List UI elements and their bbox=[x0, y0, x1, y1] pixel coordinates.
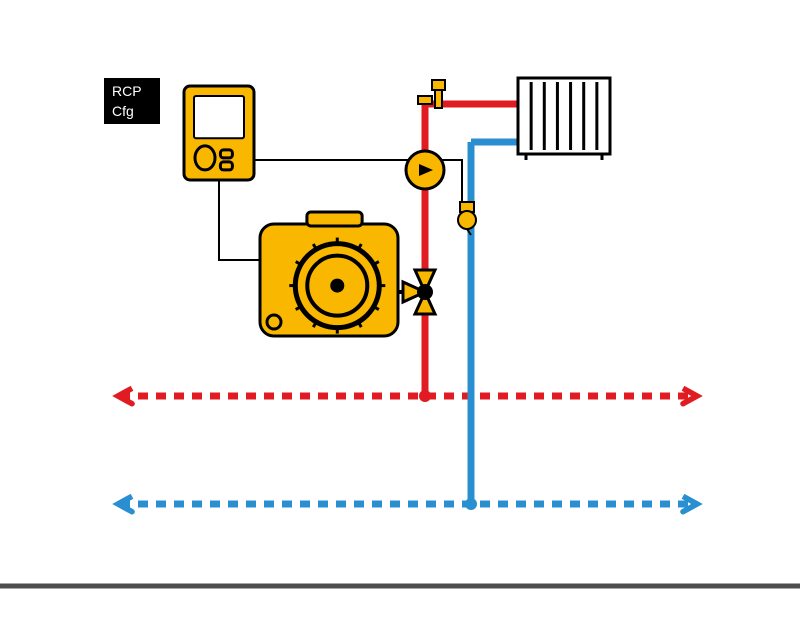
mixing-valve-icon bbox=[403, 270, 435, 314]
label-remote: RCP bbox=[112, 83, 142, 99]
junction-supply bbox=[419, 390, 431, 402]
hvac-mixing-diagram: RCP Cfg bbox=[0, 0, 800, 640]
diagram-svg: RCP Cfg bbox=[0, 0, 800, 640]
pump-flange bbox=[418, 96, 432, 104]
radiator-icon bbox=[518, 78, 610, 160]
actuator-icon bbox=[260, 212, 398, 336]
remote-controller-icon bbox=[184, 86, 254, 180]
junction-return bbox=[465, 498, 477, 510]
label-config: Cfg bbox=[112, 103, 134, 119]
